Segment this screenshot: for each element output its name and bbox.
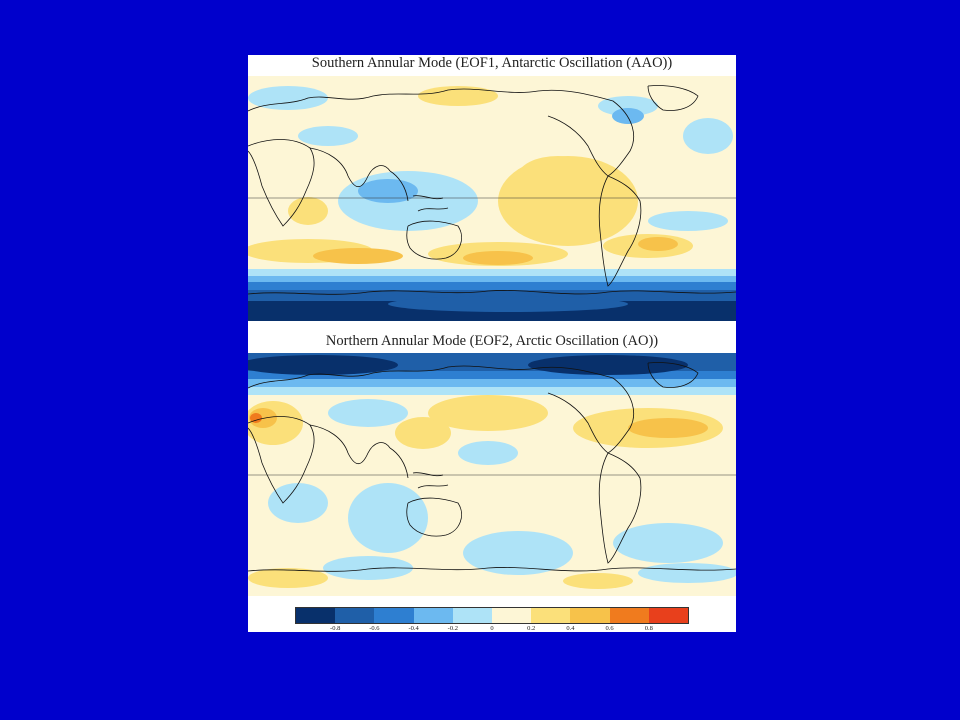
colorbar-tick-label: -0.4 [408, 625, 419, 632]
colorbar: -0.8 -0.6 -0.4 -0.2 0 0.2 0.4 0.6 0.8 [295, 607, 689, 632]
anomaly-region [613, 523, 723, 563]
colorbar-tick-label: 0.4 [566, 625, 575, 632]
anomaly-region [323, 556, 413, 580]
coastline-segment [406, 497, 462, 537]
colorbar-tick-label: -0.6 [369, 625, 380, 632]
anomaly-region [428, 395, 548, 431]
coastline-segment [248, 365, 539, 389]
anomaly-region [683, 118, 733, 154]
colorbar-ticks: -0.8 -0.6 -0.4 -0.2 0 0.2 0.4 0.6 0.8 [296, 625, 688, 635]
anomaly-band [248, 269, 736, 279]
anomaly-region [528, 355, 688, 375]
coastline-segment [537, 366, 634, 454]
southern-annular-mode-map [248, 76, 736, 321]
colorbar-swatch [335, 608, 375, 623]
coastline-segment [248, 88, 539, 112]
anomaly-band [248, 276, 736, 284]
anomaly-region [463, 251, 533, 265]
colorbar-swatch [452, 608, 493, 623]
colorbar-swatch [296, 608, 336, 623]
colorbar-tick-label: 0.2 [527, 625, 536, 632]
northern-annular-mode-title: Northern Annular Mode (EOF2, Arctic Osci… [325, 333, 659, 349]
anomaly-region [628, 418, 708, 438]
anomaly-region [348, 483, 428, 553]
anomaly-region [328, 399, 408, 427]
coastline-segment [248, 567, 736, 572]
anomaly-region [563, 573, 633, 589]
anomaly-region [248, 86, 328, 110]
coastline-segment [248, 416, 315, 504]
anomaly-region [458, 441, 518, 465]
anomaly-region [298, 126, 358, 146]
anomaly-region [395, 417, 451, 449]
anomaly-region [248, 568, 328, 588]
colorbar-swatches [295, 607, 689, 624]
coastline-segment [309, 147, 391, 187]
colorbar-tick-label: 0.6 [605, 625, 614, 632]
coastline-segment [248, 139, 315, 227]
coastline-segment [248, 290, 736, 295]
anomaly-region [358, 179, 418, 203]
anomaly-region [268, 483, 328, 523]
anomaly-region [638, 237, 678, 251]
anomaly-region [248, 355, 398, 375]
coastline-segment [309, 424, 391, 464]
coastline-segment [389, 170, 449, 212]
coastline-segment [389, 447, 449, 489]
southern-annular-mode-title: Southern Annular Mode (EOF1, Antarctic O… [311, 55, 673, 71]
colorbar-tick-label: 0.8 [644, 625, 653, 632]
coastline-segment [647, 85, 699, 111]
anomaly-region [638, 563, 736, 583]
anomaly-band [248, 282, 736, 292]
anomaly-band [248, 387, 736, 395]
colorbar-swatch [413, 608, 453, 623]
colorbar-swatch [648, 608, 689, 623]
coastline-segment [598, 175, 642, 287]
coastline-segment [598, 452, 642, 564]
anomaly-region [612, 108, 644, 124]
colorbar-swatch [374, 608, 414, 623]
colorbar-swatch [570, 608, 610, 623]
anomaly-region [463, 531, 573, 575]
northern-annular-mode-map [248, 353, 736, 596]
coastline-segment [406, 220, 462, 260]
anomaly-region [648, 211, 728, 231]
colorbar-swatch [609, 608, 649, 623]
coastlines [248, 85, 736, 295]
anomaly-region [388, 296, 628, 312]
coastline-segment [647, 362, 699, 388]
eof-figure: Southern Annular Mode (EOF1, Antarctic O… [248, 55, 736, 632]
colorbar-swatch [492, 608, 532, 623]
anomaly-region [518, 156, 598, 196]
anomaly-band [248, 379, 736, 389]
anomaly-region [313, 248, 403, 264]
coastline-segment [537, 89, 634, 177]
colorbar-tick-label: -0.2 [447, 625, 458, 632]
colorbar-tick-label: 0 [490, 625, 494, 632]
anomaly-region [288, 197, 328, 225]
coastlines [248, 362, 736, 572]
anomaly-region [418, 86, 498, 106]
colorbar-tick-label: -0.8 [330, 625, 341, 632]
anomaly-region [250, 413, 262, 423]
colorbar-swatch [531, 608, 571, 623]
